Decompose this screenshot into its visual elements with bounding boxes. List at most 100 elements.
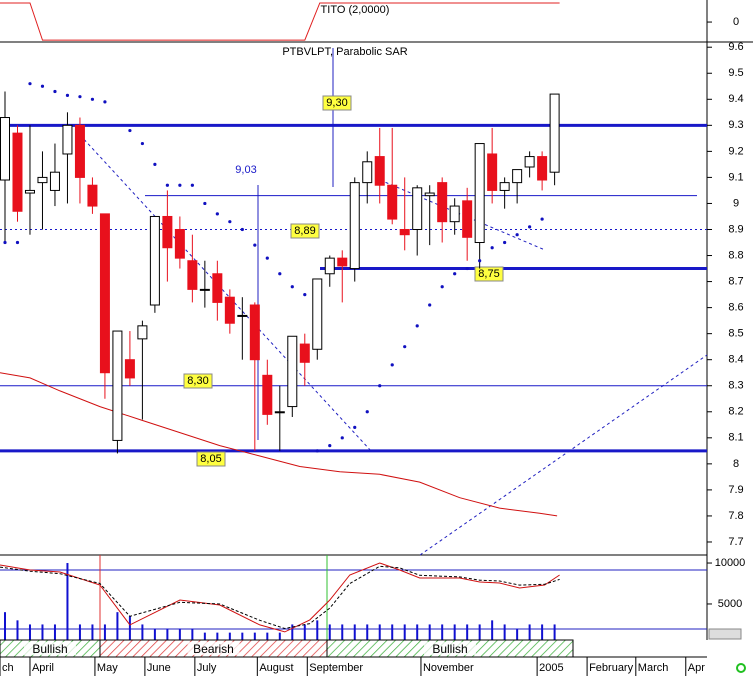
volume-bar: [241, 632, 244, 640]
x-tick-label: July: [197, 662, 217, 674]
y-tick-label: 5000: [718, 598, 742, 610]
sar-dot: [128, 128, 132, 133]
volume-bar: [441, 624, 444, 640]
volume-bar: [528, 624, 531, 640]
sar-dot: [453, 272, 457, 276]
candle-body: [424, 192, 435, 197]
y-tick-label: 9.1: [728, 171, 743, 183]
sar-dot: [40, 84, 45, 88]
sar-dot: [53, 89, 57, 94]
volume-bar: [266, 632, 269, 640]
scroll-box[interactable]: [708, 628, 742, 640]
candle-body: [162, 215, 173, 249]
candle-body: [362, 161, 373, 184]
sar-dot: [440, 285, 444, 289]
y-tick-label: 9.5: [728, 67, 743, 79]
candle-body: [0, 117, 10, 181]
volume-bar: [53, 624, 56, 640]
candle-body: [412, 187, 423, 230]
status-icon[interactable]: [736, 663, 746, 673]
sentiment-label: Bearish: [193, 642, 234, 656]
candle-body: [274, 411, 285, 414]
candle-body: [512, 169, 523, 184]
x-tick-label: September: [309, 662, 363, 674]
y-tick-label: 8.6: [728, 302, 743, 314]
volume-bar: [66, 563, 69, 640]
level-label-box: [322, 95, 352, 111]
panel-title: PTBVLPT, Parabolic SAR: [282, 46, 407, 58]
sar-dot: [153, 162, 157, 166]
x-tick-label: ch: [2, 662, 14, 674]
volume-bar: [303, 624, 306, 640]
x-tick-label: 2005: [539, 662, 563, 674]
x-tick-label: April: [32, 662, 54, 674]
level-label: 8,05: [200, 453, 221, 465]
y-tick-label: 8.9: [728, 223, 743, 235]
volume-bar: [28, 624, 31, 640]
volume-bar: [316, 620, 319, 640]
volume-bar: [491, 620, 494, 640]
oscillator-line: [0, 562, 560, 633]
volume-bar: [341, 624, 344, 640]
sar-dot: [90, 97, 95, 101]
volume-bar: [116, 612, 119, 640]
sar-dot: [490, 246, 494, 250]
volume-bar: [391, 624, 394, 640]
candle-body: [387, 184, 398, 220]
volume-bar: [453, 624, 456, 640]
panel-title: TITO (2,0000): [321, 4, 390, 16]
level-label-box: [196, 451, 226, 467]
sentiment-label-bg: [187, 642, 240, 655]
y-tick-label: 8.2: [728, 406, 743, 418]
sar-dot: [353, 425, 357, 430]
sar-dot: [265, 256, 269, 260]
x-tick-label: June: [147, 662, 171, 674]
volume-bar: [428, 624, 431, 640]
y-tick-label: 8.8: [728, 249, 743, 261]
level-label-box: [474, 266, 504, 282]
sentiment-label: Bullish: [32, 642, 67, 656]
y-tick-label: 7.7: [728, 536, 743, 548]
volume-bar: [553, 624, 556, 640]
candle-body: [537, 156, 548, 181]
sar-dot: [528, 225, 532, 229]
sar-dot: [478, 259, 482, 263]
volume-bar: [3, 612, 6, 640]
x-tick-label: August: [259, 662, 293, 674]
trend-line: [419, 354, 708, 556]
sar-dot: [465, 266, 469, 271]
sar-dot: [103, 100, 107, 104]
candle-body: [212, 273, 223, 303]
y-tick-label: 7.9: [728, 484, 743, 496]
sar-dot: [3, 240, 7, 245]
y-tick-label: 9.3: [728, 119, 743, 131]
volume-bar: [16, 620, 19, 640]
sar-dot: [365, 410, 369, 414]
x-tick-label: November: [423, 662, 474, 674]
sar-dot: [240, 227, 244, 232]
indicator-line: [0, 2, 560, 41]
candle-body: [437, 182, 448, 223]
volume-bar: [466, 624, 469, 640]
sar-dot: [190, 183, 194, 187]
volume-bar: [416, 624, 419, 640]
sar-dot: [215, 212, 219, 216]
volume-bar: [178, 628, 181, 640]
volume-bar: [153, 628, 156, 640]
candle-body: [24, 189, 35, 194]
sar-dot: [540, 217, 544, 221]
x-tick-label: March: [638, 662, 669, 674]
candle-body: [62, 124, 73, 155]
volume-bar: [291, 624, 294, 640]
y-tick-label: 9.2: [728, 145, 743, 157]
x-tick-label: May: [97, 662, 118, 674]
volume-bar: [166, 628, 169, 640]
sar-dot: [278, 272, 282, 276]
sar-dot: [165, 183, 169, 187]
y-tick-label: 7.8: [728, 510, 743, 522]
sentiment-label-bg: [424, 642, 476, 655]
y-tick-label: 9: [733, 197, 739, 209]
y-tick-label: 8.7: [728, 275, 743, 287]
candle-body: [49, 171, 60, 191]
